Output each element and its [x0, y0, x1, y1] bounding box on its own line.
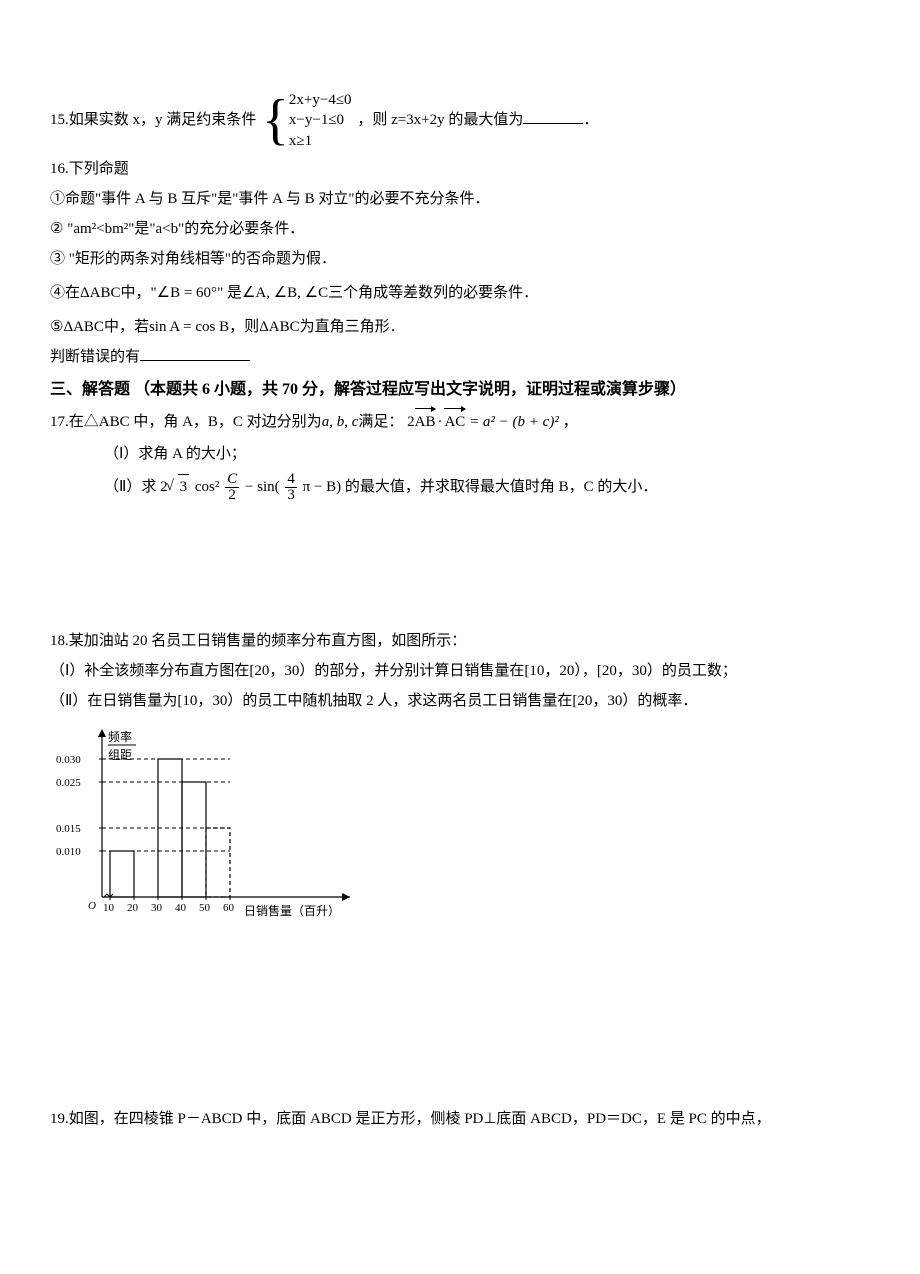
frac-2: 2 — [225, 488, 239, 503]
q17-number: 17. — [50, 414, 69, 430]
svg-text:0.025: 0.025 — [56, 777, 81, 789]
q15-case-2: x−y−1≤0 — [289, 110, 352, 130]
q16-c1: ①命题"事件 A 与 B 互斥"是"事件 A 与 B 对立"的必要不充分条件． — [50, 187, 870, 211]
rad-3: 3 — [178, 474, 190, 499]
q16-c3: ③ "矩形的两条对角线相等"的否命题为假． — [50, 247, 870, 271]
histogram-svg: O 频率组距日销售量（百升） 0.010 0.015 0.025 0.030 10 20 30 4… — [50, 719, 370, 929]
q16-c4-angs: ∠A, ∠B, ∠C — [242, 285, 328, 301]
q17-p2a: （Ⅱ）求 — [104, 479, 156, 495]
svg-text:20: 20 — [127, 902, 139, 914]
q16-judge-text: 判断错误的有 — [50, 349, 140, 365]
q17-comma: ， — [563, 414, 578, 430]
q15-case-1: 2x+y−4≤0 — [289, 90, 352, 110]
svg-text:O: O — [88, 900, 96, 912]
frac-C-over-2: C2 — [225, 472, 239, 503]
spacer-2 — [50, 937, 870, 1107]
q17-eq: 2AB·AC = a² − (b + c)² — [407, 414, 562, 430]
q19-text: 如图，在四棱锥 P－ABCD 中，底面 ABCD 是正方形，侧棱 PD⊥底面 A… — [69, 1111, 771, 1127]
sqrt-3: 3 — [168, 474, 190, 499]
q16-judge: 判断错误的有 — [50, 345, 870, 369]
frac-4: 4 — [285, 472, 297, 488]
q17-p2b: 的最大值，并求取得最大值时角 B，C 的大小． — [345, 479, 658, 495]
vec-ab-text: AB — [415, 414, 436, 430]
svg-text:0.010: 0.010 — [56, 846, 81, 858]
q17-coef2: 2 — [407, 414, 415, 430]
q17-abc: a, b, c — [322, 414, 359, 430]
q16-c4: ④在ΔABC中，"∠B = 60°" 是∠A, ∠B, ∠C三个角成等差数列的必… — [50, 281, 870, 305]
q16-c5-d: 为直角三角形． — [300, 319, 405, 335]
q16-c5-tri: ΔABC — [63, 319, 104, 335]
q16-c4-ang: ∠B = 60° — [157, 285, 217, 301]
q17-dot: · — [435, 414, 444, 430]
frac-4-over-3: 43 — [285, 472, 297, 503]
svg-text:30: 30 — [151, 902, 163, 914]
section-3-heading: 三、解答题 （本题共 6 小题，共 70 分，解答过程应写出文字说明，证明过程或… — [50, 377, 870, 403]
q16-c5-a: ⑤ — [50, 319, 63, 335]
q16-c4-tri: ΔABC — [80, 285, 121, 301]
q16-head: 下列命题 — [69, 161, 129, 177]
svg-text:频率: 频率 — [108, 729, 132, 744]
q18-part2: （Ⅱ）在日销售量为[10，30）的员工中随机抽取 2 人，求这两名员工日销售量在… — [50, 689, 870, 713]
q17-rhs: = a² − (b + c)² — [465, 414, 559, 430]
page: 15.如果实数 x，y 满足约束条件 { 2x+y−4≤0 x−y−1≤0 x≥… — [0, 0, 920, 1274]
svg-text:40: 40 — [175, 902, 187, 914]
q17-cos: cos² — [193, 479, 220, 495]
q17-l1b: 满足： — [358, 414, 403, 430]
q16-c2: ② "am²<bm²"是"a<b"的充分必要条件． — [50, 217, 870, 241]
q17-pi-B: π − B) — [303, 479, 342, 495]
frac-3: 3 — [285, 488, 297, 503]
q17-part1: （Ⅰ）求角 A 的大小； — [50, 442, 870, 466]
question-15: 15.如果实数 x，y 满足约束条件 { 2x+y−4≤0 x−y−1≤0 x≥… — [50, 90, 870, 151]
svg-text:10: 10 — [103, 902, 115, 914]
q17-minus-sin: − sin( — [245, 479, 280, 495]
vec-ac-text: AC — [444, 414, 465, 430]
q16-c4-c: " 是 — [217, 285, 242, 301]
q15-tail: ． — [583, 112, 598, 128]
svg-text:50: 50 — [199, 902, 211, 914]
spacer-1 — [50, 509, 870, 629]
q16-c4-b: 中，" — [121, 285, 157, 301]
q19-number: 19. — [50, 1111, 69, 1127]
q16-blank — [140, 345, 250, 361]
left-brace-icon: { — [262, 92, 289, 148]
q17-part2: （Ⅱ）求 23 cos² C2 − sin( 43 π − B) 的最大值，并求… — [50, 472, 870, 503]
q15-cases-body: 2x+y−4≤0 x−y−1≤0 x≥1 — [289, 90, 352, 151]
vector-AB: AB — [415, 408, 436, 434]
svg-text:组距: 组距 — [108, 748, 132, 762]
q16-number: 16. — [50, 161, 69, 177]
q15-cases: { 2x+y−4≤0 x−y−1≤0 x≥1 — [262, 90, 352, 151]
q17-l1a: 在△ABC 中，角 A，B，C 对边分别为 — [69, 414, 322, 430]
question-19: 19.如图，在四棱锥 P－ABCD 中，底面 ABCD 是正方形，侧棱 PD⊥底… — [50, 1107, 870, 1131]
q15-case-3: x≥1 — [289, 131, 352, 151]
q18-number: 18. — [50, 633, 69, 649]
svg-text:0.015: 0.015 — [56, 823, 81, 835]
q16-c5-tri2: ΔABC — [259, 319, 300, 335]
q17-expr: 23 cos² C2 − sin( 43 π − B) — [160, 479, 345, 495]
q16-c5-b: 中，若 — [104, 319, 149, 335]
question-17: 17.在△ABC 中，角 A，B，C 对边分别为a, b, c满足： 2AB·A… — [50, 408, 870, 434]
svg-text:60: 60 — [223, 902, 235, 914]
q18-part1: （Ⅰ）补全该频率分布直方图在[20，30）的部分，并分别计算日销售量在[10，2… — [50, 659, 870, 683]
question-16: 16.下列命题 — [50, 157, 870, 181]
q15-pre: 如果实数 x，y 满足约束条件 — [69, 112, 257, 128]
svg-text:0.030: 0.030 — [56, 754, 81, 766]
q16-c5: ⑤ΔABC中，若sin A = cos B，则ΔABC为直角三角形． — [50, 315, 870, 339]
q15-number: 15. — [50, 112, 69, 128]
frac-C: C — [225, 472, 239, 488]
q15-blank — [523, 108, 583, 124]
q15-mid: ，则 z=3x+2y 的最大值为 — [357, 112, 523, 128]
q16-c5-c: ，则 — [229, 319, 259, 335]
vector-AC: AC — [444, 408, 465, 434]
q18-histogram: O 频率组距日销售量（百升） 0.010 0.015 0.025 0.030 10 20 30 4… — [50, 719, 870, 937]
q16-c5-eq: sin A = cos B — [149, 319, 229, 335]
svg-text:日销售量（百升）: 日销售量（百升） — [244, 903, 340, 918]
q16-c4-d: 三个角成等差数列的必要条件． — [328, 285, 538, 301]
q16-c4-a: ④在 — [50, 285, 80, 301]
q18-l1: 某加油站 20 名员工日销售量的频率分布直方图，如图所示： — [69, 633, 467, 649]
question-18: 18.某加油站 20 名员工日销售量的频率分布直方图，如图所示： — [50, 629, 870, 653]
